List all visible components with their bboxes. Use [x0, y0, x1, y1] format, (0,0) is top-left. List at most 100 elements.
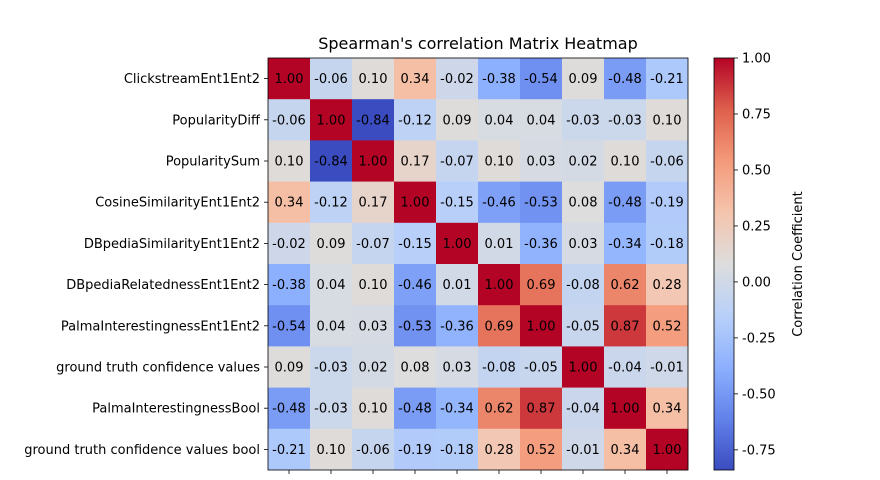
heatmap-cell [394, 58, 437, 100]
cell-value-label: 1.00 [653, 443, 682, 458]
heatmap-cell [478, 264, 521, 306]
cell-value-label: -0.03 [314, 361, 348, 376]
cell-value-label: -0.05 [566, 319, 600, 334]
colorbar-tick-label: 0.25 [742, 219, 771, 234]
heatmap-cell [646, 387, 689, 430]
heatmap-cell [310, 222, 353, 265]
heatmap-cell [520, 99, 563, 141]
cell-value-label: -0.15 [398, 237, 432, 252]
cell-value-label: 0.09 [569, 72, 598, 87]
cell-value-label: 0.62 [611, 278, 640, 293]
cell-value-label: 0.04 [317, 319, 346, 334]
cell-value-label: -0.18 [650, 237, 684, 252]
heatmap-cell [310, 58, 353, 100]
cell-value-label: -0.19 [650, 196, 684, 211]
cell-value-label: 0.34 [401, 72, 430, 87]
heatmap-cell [478, 222, 521, 265]
cell-value-label: -0.21 [650, 72, 684, 87]
heatmap-cell [478, 140, 521, 182]
heatmap-cell [604, 346, 647, 388]
heatmap-cell [352, 346, 395, 388]
heatmap-cell [268, 428, 311, 471]
heatmap-cell [646, 99, 689, 141]
cell-value-label: -0.36 [440, 319, 474, 334]
heatmap-cell [268, 140, 311, 182]
cell-value-label: 0.10 [317, 443, 346, 458]
heatmap-cell [310, 346, 353, 388]
cell-value-label: 1.00 [359, 155, 388, 170]
cell-value-label: 0.03 [443, 361, 472, 376]
heatmap-cell [352, 58, 395, 100]
cell-value-label: 0.28 [653, 278, 682, 293]
x-ticks [288, 470, 668, 474]
cell-value-label: 0.34 [275, 196, 304, 211]
heatmap-cell [310, 428, 353, 471]
cell-value-label: 0.09 [275, 361, 304, 376]
cell-value-label: -0.84 [356, 113, 390, 128]
cell-value-label: 0.10 [275, 155, 304, 170]
cell-value-label: 0.10 [359, 402, 388, 417]
heatmap-cell [478, 346, 521, 388]
cell-value-label: 1.00 [317, 113, 346, 128]
cell-value-label: -0.53 [398, 319, 432, 334]
y-tick-label: ClickstreamEnt1Ent2 [124, 72, 260, 87]
y-tick-label: PalmaInterestingnessEnt1Ent2 [61, 319, 260, 334]
cell-value-label: -0.01 [566, 443, 600, 458]
heatmap-cell [352, 99, 395, 141]
cell-value-label: 0.69 [485, 319, 514, 334]
heatmap-cell [394, 428, 437, 471]
heatmap-cell [562, 305, 605, 347]
heatmap-cell [436, 387, 479, 430]
cell-value-label: 0.10 [611, 155, 640, 170]
heatmap-cell [562, 387, 605, 430]
heatmap-cell [562, 99, 605, 141]
heatmap-cell [478, 428, 521, 471]
cell-value-label: 0.52 [653, 319, 682, 334]
cell-value-label: 0.17 [401, 155, 430, 170]
y-tick-label: CosineSimilarityEnt1Ent2 [95, 196, 260, 211]
heatmap-cell [520, 58, 563, 100]
heatmap-cell [436, 264, 479, 306]
heatmap-cell [394, 264, 437, 306]
cell-value-label: 0.17 [359, 196, 388, 211]
cell-value-label: -0.36 [524, 237, 558, 252]
heatmap-cell [310, 99, 353, 141]
colorbar-tick-label: 0.50 [742, 163, 771, 178]
cell-value-label: 1.00 [443, 237, 472, 252]
heatmap-cell [436, 99, 479, 141]
heatmap-cell [604, 428, 647, 471]
cell-value-label: -0.08 [566, 278, 600, 293]
cell-value-label: -0.04 [566, 402, 600, 417]
heatmap-cell [394, 346, 437, 388]
cell-value-label: 1.00 [611, 402, 640, 417]
heatmap-cell [520, 181, 563, 224]
cell-value-label: -0.48 [608, 72, 642, 87]
colorbar [713, 57, 735, 471]
heatmap-cell [394, 387, 437, 430]
cell-value-label: -0.38 [272, 278, 306, 293]
heatmap-cell [562, 181, 605, 224]
heatmap-cell [436, 140, 479, 182]
heatmap-cell [562, 428, 605, 471]
cell-value-label: -0.02 [272, 237, 306, 252]
cell-value-label: -0.84 [314, 155, 348, 170]
cell-value-label: 0.03 [527, 155, 556, 170]
cell-value-label: 0.03 [569, 237, 598, 252]
heatmap-cell [478, 58, 521, 100]
heatmap-cell [646, 140, 689, 182]
cell-value-label: 1.00 [485, 278, 514, 293]
y-tick-label: ground truth confidence values bool [24, 443, 260, 458]
heatmap-cell [436, 58, 479, 100]
heatmap-cell [520, 346, 563, 388]
cell-value-label: 0.04 [485, 113, 514, 128]
cell-value-label: -0.15 [440, 196, 474, 211]
heatmap-cells: 1.00 -0.06 0.10 0.34 -0.02 -0.38 -0.54 0.09 -0.4… [268, 58, 689, 471]
cell-value-label: 0.62 [485, 402, 514, 417]
colorbar-tick-label: 0.75 [742, 107, 771, 122]
cell-value-label: 0.34 [611, 443, 640, 458]
heatmap-cell [646, 222, 689, 265]
cell-value-label: 0.08 [569, 196, 598, 211]
y-tick-label: DBpediaSimilarityEnt1Ent2 [84, 237, 260, 252]
heatmap-cell [646, 305, 689, 347]
